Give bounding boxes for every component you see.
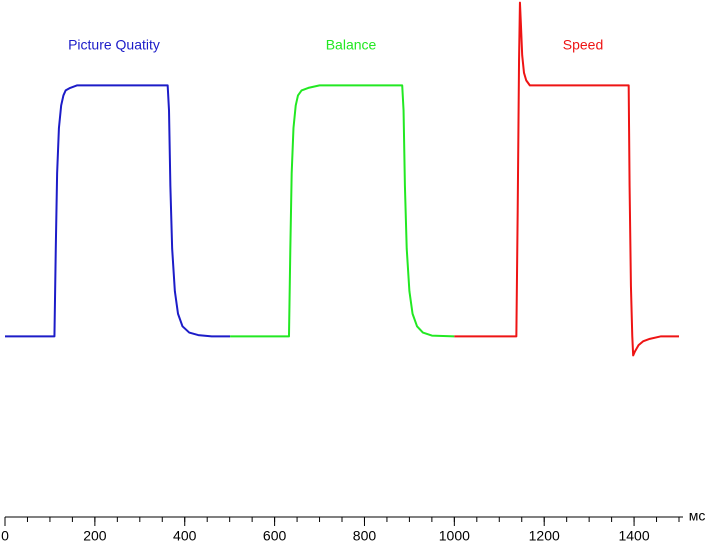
x-tick-label: 400 bbox=[173, 528, 197, 543]
x-tick-label: 0 bbox=[1, 528, 9, 543]
x-axis-label: мс bbox=[689, 508, 706, 524]
line-series bbox=[454, 1, 680, 357]
x-tick-label: 600 bbox=[263, 528, 287, 543]
line-series bbox=[230, 84, 455, 338]
series-label: Balance bbox=[326, 37, 377, 53]
line-series bbox=[5, 84, 231, 338]
series-label: Speed bbox=[563, 37, 603, 53]
x-tick-label: 1000 bbox=[439, 528, 470, 543]
x-tick-label: 1200 bbox=[529, 528, 560, 543]
x-tick-label: 800 bbox=[353, 528, 377, 543]
series-label: Picture Quatity bbox=[68, 37, 160, 53]
x-tick-label: 200 bbox=[83, 528, 107, 543]
x-tick-label: 1400 bbox=[618, 528, 649, 543]
